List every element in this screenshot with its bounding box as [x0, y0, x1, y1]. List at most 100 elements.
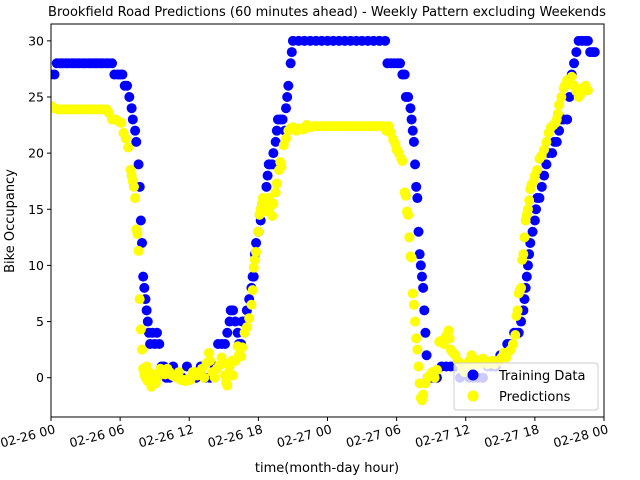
y-axis: 0 5 10 15 20 25 30	[28, 33, 51, 385]
data-point	[122, 80, 133, 91]
x-tick-label: 02-27 00	[275, 421, 333, 450]
data-point	[539, 144, 550, 155]
data-point	[271, 178, 282, 189]
data-point	[232, 327, 243, 338]
data-point	[569, 58, 580, 69]
data-point	[431, 364, 442, 375]
data-point	[531, 204, 542, 215]
data-point	[133, 159, 144, 170]
x-axis-label: time(month-day hour)	[255, 461, 399, 476]
data-point	[107, 58, 118, 69]
data-point	[541, 159, 552, 170]
data-point	[410, 159, 421, 170]
x-tick-label: 02-27 18	[482, 421, 540, 450]
data-point	[267, 211, 278, 222]
data-point	[418, 282, 429, 293]
data-point	[532, 164, 543, 175]
data-point	[397, 155, 408, 166]
data-point	[285, 58, 296, 69]
data-point	[270, 136, 281, 147]
data-point	[219, 339, 230, 350]
data-point	[416, 271, 427, 282]
data-point	[529, 215, 540, 226]
y-tick-label: 0	[36, 370, 44, 385]
data-point	[571, 47, 582, 58]
data-point	[154, 339, 165, 350]
x-tick-label: 02-28 00	[552, 421, 610, 450]
data-point	[134, 294, 145, 305]
data-point	[251, 246, 262, 257]
data-point	[141, 305, 152, 316]
data-point	[415, 260, 426, 271]
data-point	[582, 85, 593, 96]
chart-title: Brookfield Road Predictions (60 minutes …	[48, 5, 606, 20]
data-point	[230, 316, 241, 327]
data-point	[399, 69, 410, 80]
data-point	[281, 103, 292, 114]
data-point	[128, 181, 139, 192]
data-point	[512, 305, 523, 316]
data-point	[403, 209, 414, 220]
data-point	[126, 103, 137, 114]
data-point	[582, 35, 593, 46]
data-point	[123, 142, 134, 153]
data-point	[527, 226, 538, 237]
x-tick-label: 02-26 12	[137, 421, 195, 450]
data-point	[130, 125, 141, 136]
data-point	[268, 148, 279, 159]
x-tick-label: 02-27 12	[413, 421, 471, 450]
data-point	[395, 58, 406, 69]
data-point	[261, 181, 272, 192]
x-tick-label: 02-27 06	[344, 421, 402, 450]
data-point	[414, 249, 425, 260]
data-point	[286, 47, 297, 58]
data-point	[276, 161, 287, 172]
y-tick-label: 30	[28, 33, 44, 48]
data-point	[534, 193, 545, 204]
data-point	[133, 245, 144, 256]
data-point	[138, 271, 149, 282]
data-point	[283, 80, 294, 91]
legend-marker-training	[467, 369, 479, 381]
data-point	[510, 330, 521, 341]
data-point	[222, 327, 233, 338]
data-point	[554, 99, 565, 110]
data-point	[248, 271, 259, 282]
data-point	[228, 305, 239, 316]
data-point	[251, 237, 262, 248]
data-point	[151, 327, 162, 338]
data-point	[566, 71, 577, 82]
data-point	[552, 108, 563, 119]
data-point	[270, 187, 281, 198]
y-tick-label: 15	[28, 202, 44, 217]
data-point	[135, 324, 146, 335]
data-point	[521, 271, 532, 282]
y-tick-label: 25	[28, 89, 44, 104]
data-point	[418, 389, 429, 400]
data-point	[411, 181, 422, 192]
data-point	[380, 35, 391, 46]
data-point	[408, 299, 419, 310]
data-point	[253, 226, 264, 237]
data-point	[400, 190, 411, 201]
data-point	[137, 344, 148, 355]
plot-area	[50, 23, 605, 418]
data-point	[407, 288, 418, 299]
data-point	[405, 103, 416, 114]
data-point	[271, 125, 282, 136]
data-point	[282, 91, 293, 102]
legend-box	[453, 362, 599, 411]
data-point	[407, 125, 418, 136]
data-point	[539, 170, 550, 181]
data-point	[403, 91, 414, 102]
data-point	[518, 249, 529, 260]
data-point	[516, 282, 527, 293]
data-point	[412, 344, 423, 355]
data-point	[419, 305, 430, 316]
series-layer	[51, 35, 600, 406]
data-point	[131, 136, 142, 147]
data-point	[541, 136, 552, 147]
data-point	[404, 232, 415, 243]
legend-marker-predictions	[467, 390, 479, 402]
legend: Training Data Predictions	[453, 362, 599, 411]
